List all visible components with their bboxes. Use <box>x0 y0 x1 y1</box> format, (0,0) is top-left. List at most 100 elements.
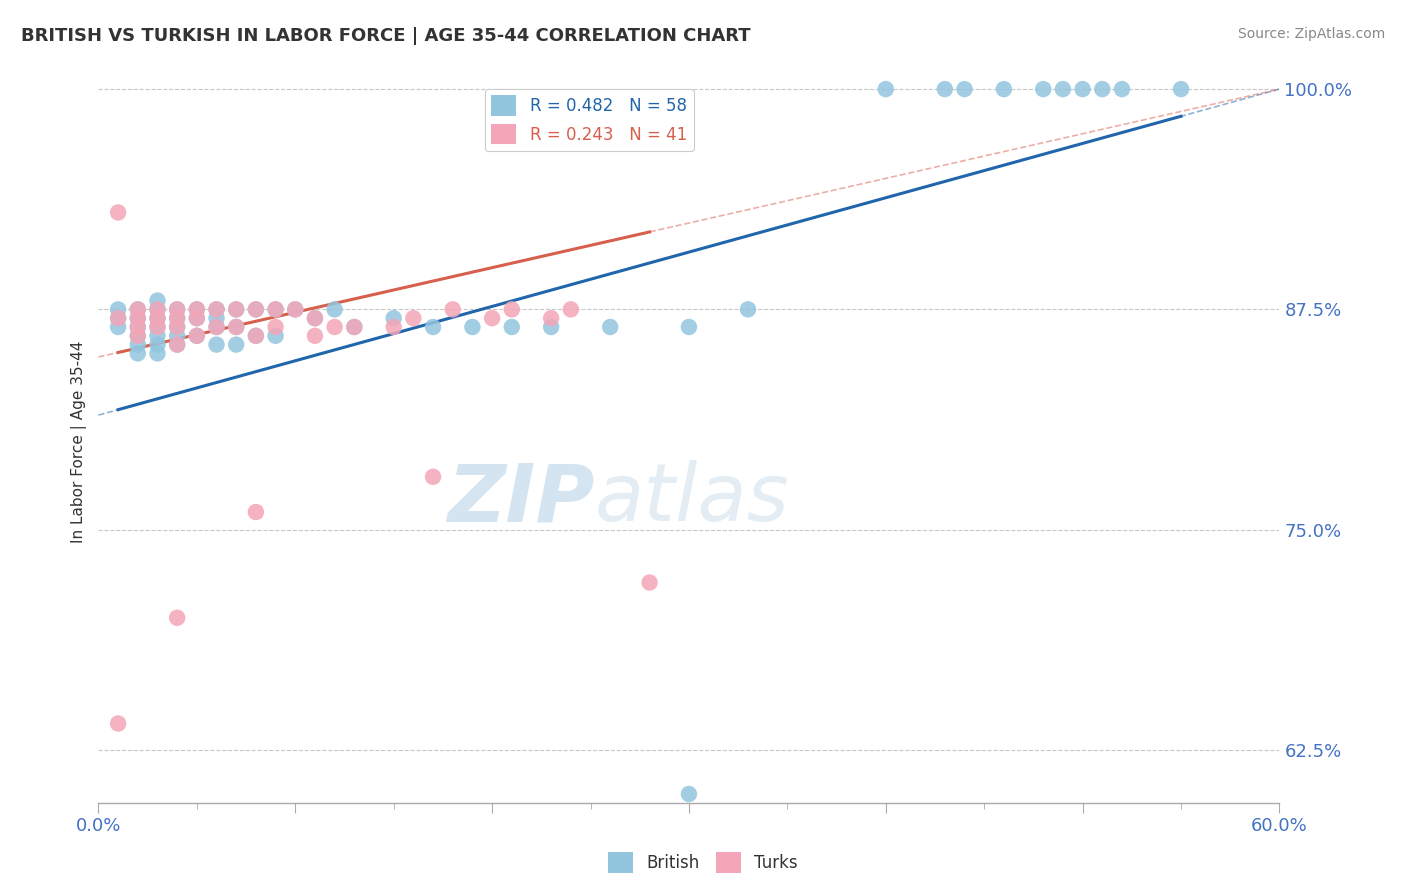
Point <box>402 311 425 326</box>
Point <box>678 320 700 334</box>
Point <box>284 302 307 317</box>
Point <box>1170 82 1192 96</box>
Point <box>422 470 444 484</box>
Point <box>146 346 169 360</box>
Point <box>501 320 523 334</box>
Point <box>245 505 267 519</box>
Point <box>107 205 129 219</box>
Point <box>205 320 228 334</box>
Point <box>166 320 188 334</box>
Point <box>461 320 484 334</box>
Point <box>1111 82 1133 96</box>
Point <box>107 716 129 731</box>
Point <box>540 311 562 326</box>
Point <box>225 320 247 334</box>
Point <box>186 302 208 317</box>
Point <box>323 320 346 334</box>
Point <box>323 302 346 317</box>
Y-axis label: In Labor Force | Age 35-44: In Labor Force | Age 35-44 <box>72 341 87 542</box>
Point <box>284 302 307 317</box>
Point <box>166 302 188 317</box>
Point <box>146 320 169 334</box>
Point <box>107 311 129 326</box>
Point <box>146 302 169 317</box>
Point <box>166 311 188 326</box>
Point <box>1071 82 1094 96</box>
Point <box>501 302 523 317</box>
Point <box>560 302 582 317</box>
Point <box>146 337 169 351</box>
Point <box>166 337 188 351</box>
Text: Source: ZipAtlas.com: Source: ZipAtlas.com <box>1237 27 1385 41</box>
Point <box>264 320 287 334</box>
Point <box>304 311 326 326</box>
Point <box>481 311 503 326</box>
Point <box>186 302 208 317</box>
Point <box>166 320 188 334</box>
Point <box>205 337 228 351</box>
Point <box>225 302 247 317</box>
Point <box>127 328 149 343</box>
Point <box>166 311 188 326</box>
Point <box>146 302 169 317</box>
Point <box>127 311 149 326</box>
Point <box>1052 82 1074 96</box>
Text: ZIP: ZIP <box>447 460 595 539</box>
Point <box>127 302 149 317</box>
Point <box>146 320 169 334</box>
Point <box>422 320 444 334</box>
Point <box>382 311 405 326</box>
Point <box>186 311 208 326</box>
Text: atlas: atlas <box>595 460 789 539</box>
Point <box>146 328 169 343</box>
Point <box>166 328 188 343</box>
Point <box>205 320 228 334</box>
Legend: R = 0.482   N = 58, R = 0.243   N = 41: R = 0.482 N = 58, R = 0.243 N = 41 <box>485 88 693 151</box>
Text: BRITISH VS TURKISH IN LABOR FORCE | AGE 35-44 CORRELATION CHART: BRITISH VS TURKISH IN LABOR FORCE | AGE … <box>21 27 751 45</box>
Point <box>678 787 700 801</box>
Point <box>540 320 562 334</box>
Point <box>1032 82 1054 96</box>
Point <box>638 575 661 590</box>
Point <box>264 302 287 317</box>
Point <box>245 302 267 317</box>
Point <box>107 311 129 326</box>
Point <box>127 320 149 334</box>
Point <box>205 311 228 326</box>
Point <box>953 82 976 96</box>
Point <box>166 302 188 317</box>
Point <box>146 293 169 308</box>
Point <box>934 82 956 96</box>
Point <box>245 328 267 343</box>
Point <box>127 328 149 343</box>
Point <box>343 320 366 334</box>
Point <box>186 311 208 326</box>
Point <box>382 320 405 334</box>
Point <box>127 320 149 334</box>
Point <box>225 337 247 351</box>
Point <box>304 328 326 343</box>
Point <box>875 82 897 96</box>
Point <box>599 320 621 334</box>
Point <box>304 311 326 326</box>
Point <box>225 302 247 317</box>
Point <box>245 328 267 343</box>
Point <box>107 320 129 334</box>
Point <box>264 328 287 343</box>
Point <box>107 302 129 317</box>
Legend: British, Turks: British, Turks <box>602 846 804 880</box>
Point <box>441 302 464 317</box>
Point <box>343 320 366 334</box>
Point <box>146 311 169 326</box>
Point <box>205 302 228 317</box>
Point <box>127 311 149 326</box>
Point <box>186 328 208 343</box>
Point <box>225 320 247 334</box>
Point <box>205 302 228 317</box>
Point <box>127 302 149 317</box>
Point <box>1091 82 1114 96</box>
Point <box>127 346 149 360</box>
Point <box>166 337 188 351</box>
Point <box>127 337 149 351</box>
Point <box>737 302 759 317</box>
